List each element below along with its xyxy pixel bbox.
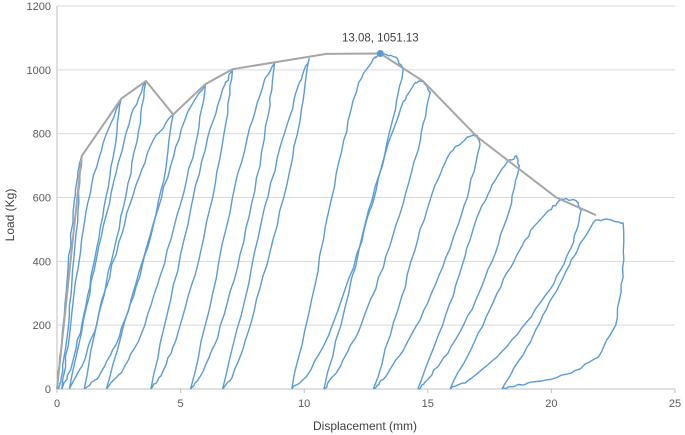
envelope-line	[56, 52, 597, 390]
cycle-curve-13	[449, 197, 582, 390]
cycle-curve-4	[83, 113, 174, 390]
axes	[56, 6, 676, 393]
envelope-curve	[56, 52, 597, 390]
cycle-curve-12	[417, 155, 520, 390]
y-tick-label: 1200	[27, 1, 51, 13]
x-tick-label: 5	[178, 398, 184, 410]
y-tick-label: 800	[33, 129, 51, 141]
cycle-curve-14	[501, 218, 625, 390]
cycle-curve-7	[189, 62, 276, 390]
y-tick-label: 0	[45, 384, 51, 396]
cycle-curve-5	[105, 83, 206, 390]
peak-label: 13.08, 1051.13	[342, 33, 419, 45]
cycle-curve-6	[150, 68, 234, 390]
cycle-curve-9	[291, 52, 404, 390]
x-tick-label: 20	[545, 398, 557, 410]
cycle-curve-2	[61, 97, 122, 390]
x-tick-label: 25	[669, 398, 681, 410]
y-tick-label: 200	[33, 320, 51, 332]
x-tick-label: 15	[422, 398, 434, 410]
cycle-curves	[56, 52, 625, 390]
y-axis-title: Load (Kg)	[3, 189, 17, 242]
tick-labels: 0 200 400 600 800 1000 1200 0 5 10 15 20 25	[27, 1, 682, 410]
y-tick-label: 600	[33, 193, 51, 205]
y-tick-label: 1000	[27, 65, 51, 77]
cycle-curve-3	[68, 80, 147, 390]
cycle-curve-10	[323, 80, 431, 390]
cycle-curve-11	[372, 134, 481, 390]
peak-annotation: 13.08, 1051.13	[342, 33, 419, 58]
peak-marker	[376, 50, 384, 58]
x-tick-label: 10	[298, 398, 310, 410]
cycle-curve-8	[221, 58, 310, 390]
x-axis-title: Displacement (mm)	[313, 419, 417, 433]
x-tick-label: 0	[54, 398, 60, 410]
y-tick-label: 400	[33, 256, 51, 268]
